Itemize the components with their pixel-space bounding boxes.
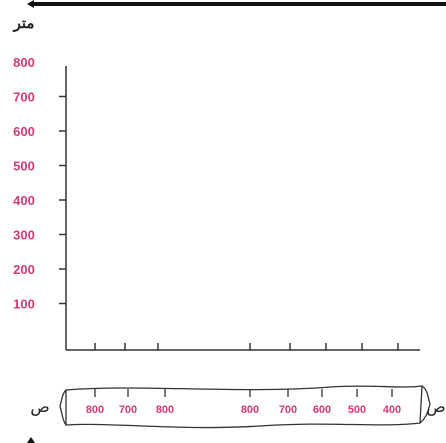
x-tick-label: 500	[348, 404, 366, 416]
x-tick-label: 800	[86, 404, 104, 416]
x-tick-label: 700	[279, 404, 297, 416]
y-tick-label: 700	[13, 90, 35, 105]
x-tick-label: 700	[119, 404, 137, 416]
y-axis-label: متر	[13, 15, 35, 32]
y-tick-label: 600	[13, 124, 35, 139]
y-tick-label: 200	[13, 262, 35, 277]
y-tick-label: 800	[13, 55, 35, 70]
x-tick-group	[95, 343, 398, 350]
x-tick-label: 400	[383, 404, 401, 416]
ribbon-tick-group: 800 700 800 800 700 600 500 400	[86, 389, 401, 416]
y-tick-group: 800 700 600 500 400 300 200 100	[13, 55, 66, 312]
x-tick-label: 800	[241, 404, 259, 416]
x-tick-label: 600	[313, 404, 331, 416]
y-tick-label: 100	[13, 297, 35, 312]
ribbon-label-left: ص	[30, 399, 49, 416]
ribbon-label-right: ص	[426, 399, 445, 416]
y-tick-label: 500	[13, 159, 35, 174]
y-tick-label: 400	[13, 193, 35, 208]
ribbon-left-brace	[60, 390, 66, 425]
y-tick-label: 300	[13, 228, 35, 243]
x-tick-label: 800	[156, 404, 174, 416]
bottom-arrowhead	[27, 437, 35, 443]
top-border-arrowhead	[27, 0, 34, 8]
